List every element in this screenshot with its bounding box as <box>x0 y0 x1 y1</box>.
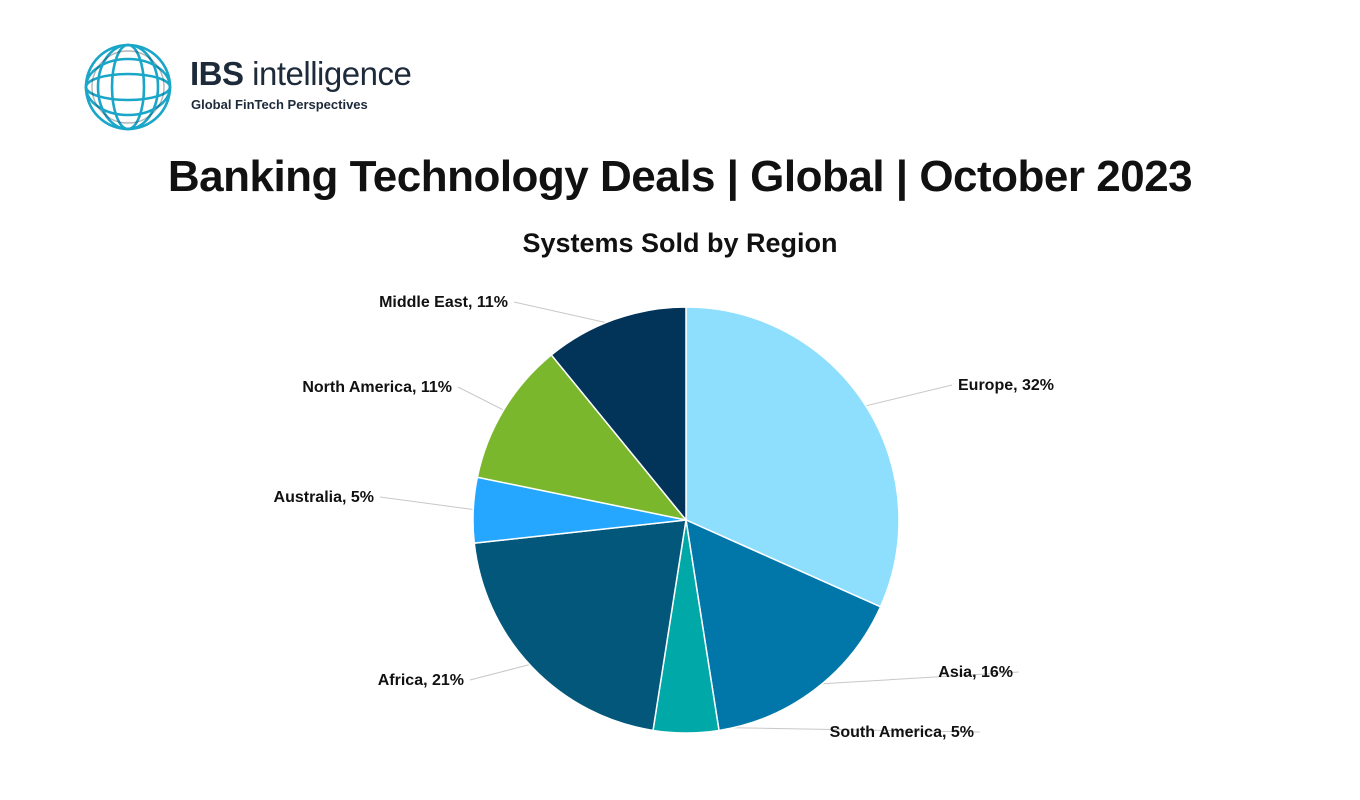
pie-slice-africa <box>473 519 687 732</box>
chart-subtitle: Systems Sold by Region <box>522 228 838 258</box>
chart-title: Banking Technology Deals | Global | Octo… <box>167 152 1193 201</box>
data-label-europe: Europe, 32% <box>958 377 1054 394</box>
brand-name-rest: intelligence <box>243 55 412 92</box>
brand-logo: IBS intelligence Global FinTech Perspect… <box>82 42 442 132</box>
globe-rings-icon <box>84 43 172 131</box>
data-label-asia: Asia, 16% <box>938 664 1013 681</box>
data-label-middle-east: Middle East, 11% <box>379 294 508 311</box>
leader-line-europe <box>859 384 953 408</box>
leader-line-middle-east <box>513 301 617 326</box>
pie-slice-europe <box>685 306 900 608</box>
pie-slice-asia <box>685 518 882 732</box>
data-label-africa: Africa, 21% <box>378 672 464 689</box>
pie-slice-middle-east <box>550 306 687 523</box>
leader-line-north-america <box>457 386 510 414</box>
leader-line-australia <box>379 496 480 511</box>
leader-line-asia <box>811 671 1020 685</box>
data-label-australia: Australia, 5% <box>274 489 374 506</box>
data-label-north-america: North America, 11% <box>302 379 452 396</box>
brand-tagline: Global FinTech Perspectives <box>191 97 368 112</box>
brand-name-bold: IBS <box>190 55 244 92</box>
pie-slice-north-america <box>476 353 688 522</box>
leader-line-africa <box>469 662 537 681</box>
data-label-south-america: South America, 5% <box>830 724 974 741</box>
brand-name: IBS intelligence <box>190 55 412 92</box>
